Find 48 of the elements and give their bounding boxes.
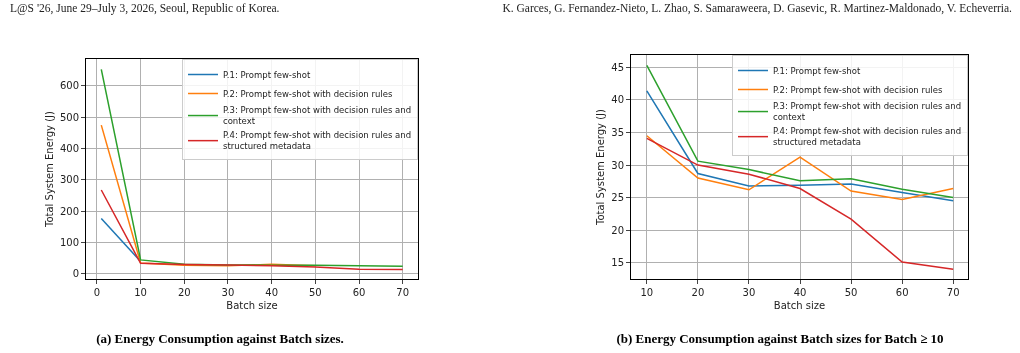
y-tick-label: 20 <box>611 224 624 236</box>
legend-label: P.3: Prompt few-shot with decision rules and context <box>223 105 412 127</box>
legend-label: P.1: Prompt few-shot <box>773 65 861 76</box>
line-series <box>100 189 404 271</box>
y-axis-title: Total System Energy (J) <box>595 108 607 226</box>
y-tick-label: 0 <box>72 268 79 280</box>
y-tick-label: 35 <box>611 126 624 138</box>
y-tick-label: 400 <box>59 143 79 155</box>
y-tick-label: 30 <box>611 159 624 171</box>
x-axis-title: Batch size <box>226 299 278 311</box>
y-tick-label: 500 <box>59 111 79 123</box>
y-tick-label: 25 <box>611 192 624 204</box>
x-tick-label: 70 <box>946 287 960 298</box>
x-tick-label: 10 <box>134 287 147 298</box>
y-tick-label: 15 <box>611 257 624 269</box>
legend-label: P.2: Prompt few-shot with decision rules <box>773 84 943 95</box>
text: (a) Energy Consumption against Batch sizes. <box>96 331 344 347</box>
line-series <box>646 134 954 201</box>
line-series <box>646 137 954 270</box>
x-tick-label: 0 <box>93 287 101 298</box>
x-tick-label: 50 <box>844 287 858 298</box>
x-tick-label: 60 <box>352 287 366 298</box>
x-tick-label: 50 <box>308 287 322 298</box>
legend-label: P.3: Prompt few-shot with decision rules and context <box>773 101 962 123</box>
x-tick-label: 60 <box>895 287 909 298</box>
legend-label: P.4: Prompt few-shot with decision rules and structured metadata <box>773 126 962 148</box>
x-tick-label: 70 <box>396 287 410 298</box>
y-tick-label: 40 <box>611 94 624 106</box>
y-tick-label: 100 <box>59 237 79 249</box>
x-tick-label: 30 <box>742 287 756 298</box>
x-tick-label: 40 <box>265 287 279 298</box>
text: (b) Energy Consumption against Batch sizes for Batch ≥ 10 <box>616 331 944 347</box>
x-tick-label: 20 <box>177 287 191 298</box>
x-tick-label: 10 <box>640 287 654 298</box>
legend-label: P.2: Prompt few-shot with decision rules <box>223 88 393 99</box>
x-axis-title: Batch size <box>773 299 826 311</box>
text: L@S '26, June 29–July 3, 2026, Seoul, Republic of Korea. <box>10 2 280 14</box>
x-tick-label: 30 <box>221 287 235 298</box>
y-tick-label: 200 <box>59 205 79 217</box>
x-tick-label: 20 <box>691 287 705 298</box>
y-tick-label: 45 <box>611 61 624 73</box>
legend-label: P.1: Prompt few-shot <box>223 69 311 80</box>
y-tick-label: 600 <box>59 80 79 92</box>
legend-label: P.4: Prompt few-shot with decision rules and structured metadata <box>223 130 412 152</box>
x-tick-label: 40 <box>793 287 807 298</box>
text: K. Garces, G. Fernandez-Nieto, L. Zhao, S. Samaraweera, D. Gasevic, R. Martinez-Maldonado, V. Echeverria. <box>502 2 1012 14</box>
y-axis-title: Total System Energy (J) <box>43 110 55 228</box>
y-tick-label: 300 <box>59 174 79 186</box>
